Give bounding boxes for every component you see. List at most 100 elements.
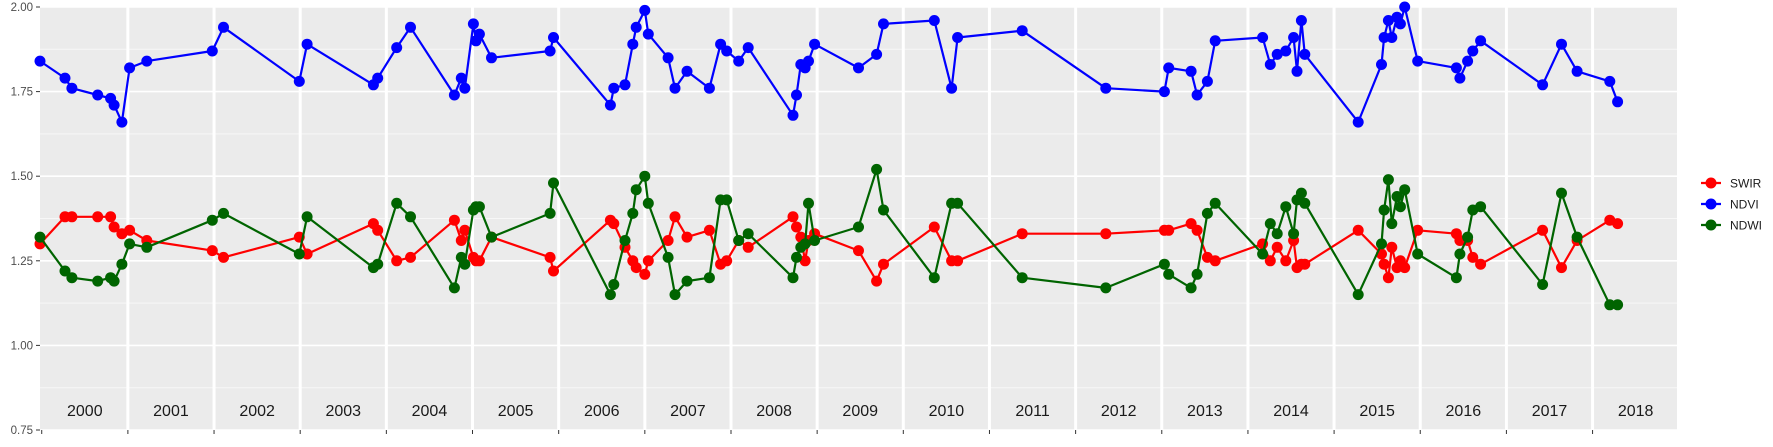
data-point-swir bbox=[1386, 241, 1398, 253]
year-label: 2010 bbox=[929, 403, 965, 420]
data-point-ndvi bbox=[1556, 38, 1567, 50]
data-point-swir bbox=[92, 211, 104, 223]
data-point-ndwi bbox=[1376, 238, 1387, 250]
data-point-ndvi bbox=[1299, 48, 1311, 60]
data-point-ndwi bbox=[405, 211, 416, 223]
data-point-ndwi bbox=[1450, 272, 1462, 284]
data-point-ndvi bbox=[1295, 15, 1307, 26]
data-point-ndvi bbox=[733, 55, 745, 67]
data-point-ndvi bbox=[293, 75, 305, 87]
year-label: 2004 bbox=[412, 403, 448, 420]
data-point-swir bbox=[548, 265, 559, 277]
data-point-ndvi bbox=[742, 42, 754, 54]
legend-label: NDVI bbox=[1730, 198, 1759, 212]
data-point-ndwi bbox=[448, 282, 460, 294]
data-point-swir bbox=[108, 221, 120, 233]
year-label: 2014 bbox=[1273, 403, 1309, 420]
data-point-ndwi bbox=[1264, 218, 1276, 230]
data-point-ndwi bbox=[1209, 197, 1221, 209]
data-point-ndwi bbox=[301, 211, 313, 223]
data-point-swir bbox=[1378, 258, 1390, 270]
legend-key-point bbox=[1705, 198, 1717, 210]
data-point-ndwi bbox=[809, 235, 821, 246]
data-point-ndvi bbox=[787, 109, 799, 121]
data-point-ndvi bbox=[544, 45, 556, 57]
data-point-swir bbox=[1556, 262, 1567, 274]
data-point-ndvi bbox=[721, 45, 733, 57]
data-point-ndwi bbox=[116, 258, 128, 270]
legend-label: NDWI bbox=[1730, 219, 1762, 233]
data-point-ndwi bbox=[853, 221, 864, 233]
data-point-swir bbox=[1163, 224, 1175, 236]
legend-label: SWIR bbox=[1730, 177, 1762, 191]
year-label: 2001 bbox=[153, 403, 189, 420]
data-point-ndvi bbox=[34, 55, 46, 67]
data-point-swir bbox=[871, 275, 883, 287]
data-point-swir bbox=[799, 255, 811, 267]
year-label: 2017 bbox=[1532, 403, 1568, 420]
data-point-ndwi bbox=[878, 204, 889, 216]
y-tick-label: 1.00 bbox=[11, 340, 33, 352]
data-point-ndwi bbox=[787, 272, 799, 284]
data-point-ndvi bbox=[1467, 45, 1479, 57]
data-point-ndvi bbox=[1386, 32, 1398, 43]
data-point-ndwi bbox=[630, 184, 642, 196]
data-point-swir bbox=[787, 211, 799, 223]
year-label: 2012 bbox=[1101, 403, 1137, 420]
data-point-ndvi bbox=[455, 72, 467, 84]
data-point-swir bbox=[206, 245, 218, 257]
data-point-ndwi bbox=[206, 214, 218, 226]
data-point-ndvi bbox=[1100, 82, 1112, 94]
data-point-ndwi bbox=[1288, 228, 1300, 240]
data-point-ndwi bbox=[1016, 272, 1028, 284]
data-point-ndwi bbox=[1100, 282, 1112, 294]
data-point-ndvi bbox=[809, 38, 821, 50]
data-point-ndwi bbox=[1399, 184, 1411, 196]
data-point-ndwi bbox=[66, 272, 78, 284]
data-point-ndvi bbox=[871, 48, 883, 60]
data-point-ndwi bbox=[742, 228, 754, 240]
data-point-swir bbox=[1271, 241, 1283, 253]
data-point-ndwi bbox=[928, 272, 940, 284]
data-point-swir bbox=[1467, 251, 1479, 263]
y-axis: 0.75 1.00 1.25 1.50 1.75 2.00 bbox=[11, 2, 40, 437]
data-point-ndwi bbox=[639, 170, 651, 182]
data-point-ndvi bbox=[141, 55, 153, 67]
data-point-swir bbox=[372, 224, 384, 236]
data-point-ndvi bbox=[108, 99, 120, 111]
data-point-ndwi bbox=[34, 231, 46, 243]
data-point-ndvi bbox=[124, 62, 136, 74]
data-point-ndvi bbox=[459, 82, 471, 94]
data-point-ndvi bbox=[703, 82, 715, 94]
data-point-ndwi bbox=[218, 207, 229, 219]
data-point-ndvi bbox=[928, 15, 940, 26]
data-point-ndvi bbox=[1454, 72, 1466, 84]
data-point-ndwi bbox=[548, 177, 559, 189]
data-point-ndvi bbox=[1264, 59, 1276, 70]
data-point-swir bbox=[639, 268, 651, 280]
data-point-ndvi bbox=[803, 55, 814, 67]
data-point-ndwi bbox=[293, 248, 305, 260]
data-point-ndwi bbox=[1382, 174, 1394, 186]
data-point-ndvi bbox=[66, 82, 78, 94]
data-point-ndvi bbox=[1209, 35, 1221, 47]
data-point-ndvi bbox=[946, 82, 958, 94]
data-point-ndvi bbox=[1378, 32, 1390, 43]
data-point-ndvi bbox=[486, 52, 497, 64]
data-point-ndwi bbox=[627, 207, 639, 219]
y-tick-label: 1.25 bbox=[11, 256, 33, 268]
data-point-ndwi bbox=[1158, 258, 1170, 270]
year-label: 2002 bbox=[239, 403, 275, 420]
data-point-ndvi bbox=[619, 79, 631, 91]
data-point-ndvi bbox=[791, 89, 802, 101]
data-point-ndvi bbox=[642, 28, 654, 40]
data-point-swir bbox=[721, 255, 733, 267]
y-tick-label: 0.75 bbox=[11, 425, 33, 437]
year-label: 2008 bbox=[756, 403, 792, 420]
data-point-swir bbox=[1537, 224, 1549, 236]
data-point-ndwi bbox=[1271, 228, 1283, 240]
data-point-ndwi bbox=[1612, 299, 1624, 311]
data-point-ndvi bbox=[59, 72, 71, 84]
data-point-swir bbox=[1280, 255, 1292, 267]
